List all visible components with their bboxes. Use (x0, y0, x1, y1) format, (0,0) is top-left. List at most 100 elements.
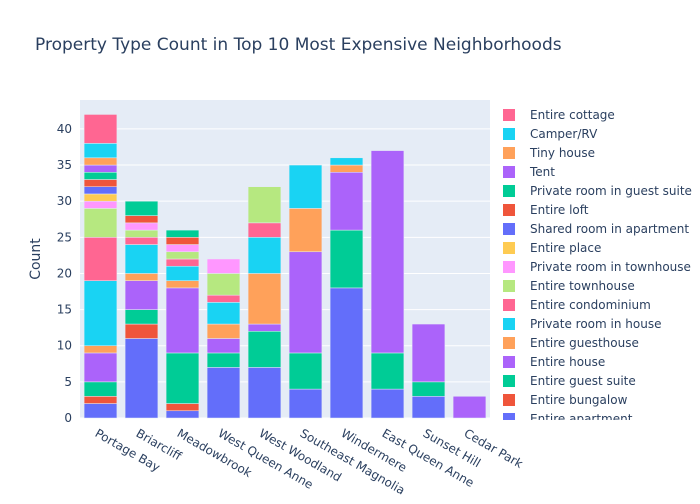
y-tick-label: 20 (57, 266, 72, 280)
y-axis-ticks: 0 5 10 15 20 25 30 35 40 (57, 122, 72, 425)
bar-segment (247, 273, 282, 325)
legend-item[interactable]: Camper/RV (503, 127, 598, 141)
legend-item[interactable]: Entire apartment (503, 412, 633, 426)
bar-segment (370, 352, 405, 390)
legend-item[interactable]: Entire loft (503, 203, 589, 217)
bar-segment (329, 172, 364, 231)
bar-segment (247, 323, 282, 332)
chart-title: Property Type Count in Top 10 Most Expen… (35, 35, 562, 55)
bar-segment (83, 280, 118, 346)
legend-swatch (503, 318, 515, 330)
bar-segment (124, 237, 159, 245)
bar-segment (370, 388, 405, 419)
y-tick-label: 25 (57, 230, 72, 244)
bar-segment (165, 258, 200, 267)
bar-segment (83, 345, 118, 354)
legend-swatch (503, 375, 515, 387)
legend-swatch (503, 128, 515, 140)
legend-swatch (503, 185, 515, 197)
legend-swatch (503, 299, 515, 311)
legend-item[interactable]: Shared room in apartment (503, 222, 689, 236)
legend-item[interactable]: Private room in guest suite (503, 184, 692, 198)
legend-swatch (503, 394, 515, 406)
legend-swatch (503, 166, 515, 178)
bar-segment (452, 396, 487, 419)
legend-label: Entire apartment (530, 412, 633, 426)
legend-label: Entire guesthouse (530, 336, 639, 350)
bar-segment (288, 164, 323, 209)
legend-swatch (503, 242, 515, 254)
y-tick-label: 35 (57, 158, 72, 172)
legend-label: Entire condominium (530, 298, 651, 312)
legend-item[interactable]: Private room in townhouse (503, 260, 691, 274)
bar-segment (288, 251, 323, 354)
bar-segment (206, 302, 241, 325)
bar-segment (83, 164, 118, 173)
legend-item[interactable]: Entire townhouse (503, 279, 635, 293)
legend-item[interactable]: Entire house (503, 355, 605, 369)
bar-segment (124, 273, 159, 281)
bar-segment (329, 287, 364, 419)
y-tick-label: 40 (57, 122, 72, 136)
bar-segment (165, 403, 200, 412)
legend-item[interactable]: Entire cottage (503, 108, 615, 122)
legend-item[interactable]: Entire condominium (503, 298, 651, 312)
legend-item[interactable]: Entire place (503, 241, 601, 255)
legend-swatch (503, 413, 515, 420)
legend-label: Entire cottage (530, 108, 615, 122)
legend[interactable]: Entire cottage Camper/RV Tiny house Tent Pri… (503, 108, 692, 426)
legend-item[interactable]: Entire guesthouse (503, 336, 639, 350)
bar-segment (124, 215, 159, 224)
bar-segment (165, 265, 200, 281)
bar-segment (206, 367, 241, 419)
legend-item[interactable]: Private room in house (503, 317, 661, 331)
legend-label: Camper/RV (530, 127, 598, 141)
bar-segment (165, 287, 200, 354)
legend-label: Private room in guest suite (530, 184, 692, 198)
bar-segment (83, 208, 118, 238)
legend-items: Entire cottage Camper/RV Tiny house Tent Pri… (503, 108, 692, 426)
legend-item[interactable]: Tent (503, 165, 555, 179)
bar-segment (165, 229, 200, 238)
legend-swatch (503, 147, 515, 159)
legend-item[interactable]: Entire bungalow (503, 393, 628, 407)
legend-label: Private room in house (530, 317, 661, 331)
legend-swatch (503, 223, 515, 235)
bar-segment (83, 186, 118, 195)
bar-segment (206, 273, 241, 296)
bar-segment (124, 323, 159, 339)
legend-item[interactable]: Entire guest suite (503, 374, 636, 388)
bar-segment (206, 338, 241, 354)
bar-segment (165, 280, 200, 289)
bar-segment (288, 352, 323, 390)
bar-segment (165, 244, 200, 253)
bar-segment (247, 186, 282, 224)
bar-segment (83, 237, 118, 281)
bar-segment (124, 244, 159, 274)
bar-segment (206, 352, 241, 368)
legend-label: Entire guest suite (530, 374, 636, 388)
bar-segment (411, 323, 446, 383)
bar-segment (165, 410, 200, 419)
bar-segment (83, 381, 118, 397)
legend-label: Private room in townhouse (530, 260, 691, 274)
bar-segment (411, 381, 446, 397)
bar-segment (124, 280, 159, 310)
bar-segment (83, 193, 118, 202)
bar-segment (329, 229, 364, 289)
legend-label: Entire townhouse (530, 279, 635, 293)
legend-swatch (503, 261, 515, 273)
bar-segment (329, 157, 364, 166)
bar-segment (124, 222, 159, 231)
bar-segment (247, 331, 282, 368)
legend-label: Entire bungalow (530, 393, 628, 407)
bar-segment (247, 222, 282, 238)
legend-swatch (503, 204, 515, 216)
bar-segment (83, 403, 118, 419)
bar-segment (329, 164, 364, 173)
bar-segment (206, 323, 241, 339)
legend-item[interactable]: Tiny house (503, 146, 595, 160)
bar-segment (83, 179, 118, 187)
